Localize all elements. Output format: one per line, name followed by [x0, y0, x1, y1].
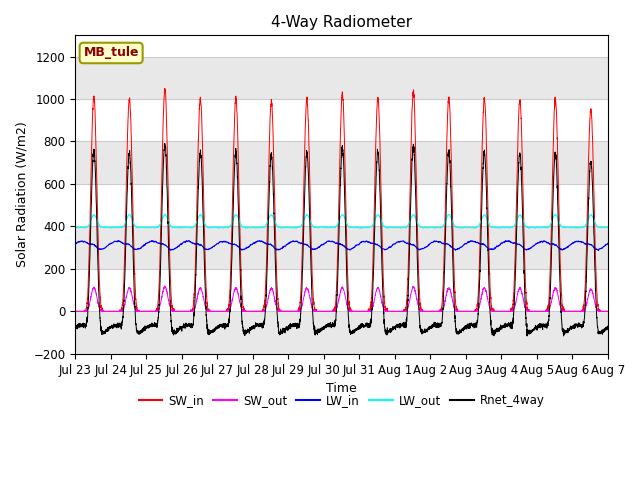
Bar: [76, 57, 608, 99]
Bar: [76, 142, 608, 184]
SW_out: [431, 309, 439, 314]
LW_in: [604, 241, 611, 247]
SW_in: [604, 309, 612, 314]
LW_out: [432, 225, 440, 231]
SW_in: [167, 293, 175, 299]
LW_in: [604, 240, 612, 246]
LW_in: [461, 241, 468, 247]
Rnet_4way: [461, 324, 468, 330]
Y-axis label: Solar Radiation (W/m2): Solar Radiation (W/m2): [15, 122, 28, 267]
SW_in: [161, 85, 168, 91]
SW_out: [161, 283, 168, 289]
SW_out: [604, 309, 611, 314]
SW_out: [322, 309, 330, 314]
LW_out: [161, 211, 169, 217]
Rnet_4way: [167, 318, 175, 324]
LW_out: [461, 225, 469, 230]
SW_in: [604, 309, 611, 314]
SW_in: [492, 309, 499, 314]
Rnet_4way: [492, 330, 499, 336]
SW_in: [461, 309, 468, 314]
SW_in: [431, 309, 439, 314]
Text: MB_tule: MB_tule: [83, 47, 139, 60]
SW_out: [72, 309, 79, 314]
LW_out: [167, 223, 175, 229]
Rnet_4way: [322, 323, 330, 329]
Rnet_4way: [161, 141, 168, 146]
Legend: SW_in, SW_out, LW_in, LW_out, Rnet_4way: SW_in, SW_out, LW_in, LW_out, Rnet_4way: [134, 389, 550, 411]
Line: SW_out: SW_out: [76, 286, 608, 312]
LW_out: [322, 225, 330, 230]
Line: SW_in: SW_in: [76, 88, 608, 312]
Title: 4-Way Radiometer: 4-Way Radiometer: [271, 15, 412, 30]
LW_in: [492, 245, 499, 251]
Bar: [76, 227, 608, 269]
Line: LW_in: LW_in: [76, 240, 608, 251]
SW_out: [167, 308, 175, 313]
SW_in: [322, 309, 330, 314]
LW_out: [492, 225, 499, 230]
Rnet_4way: [523, 333, 531, 339]
Rnet_4way: [431, 321, 439, 326]
Rnet_4way: [604, 323, 612, 329]
LW_out: [604, 225, 612, 230]
Rnet_4way: [72, 325, 79, 331]
LW_out: [384, 225, 392, 231]
LW_out: [72, 224, 79, 230]
Line: Rnet_4way: Rnet_4way: [76, 144, 608, 336]
LW_in: [72, 240, 79, 246]
Rnet_4way: [604, 325, 611, 331]
SW_out: [604, 309, 612, 314]
Bar: [76, 312, 608, 354]
SW_in: [72, 309, 79, 314]
X-axis label: Time: Time: [326, 382, 357, 395]
Line: LW_out: LW_out: [76, 214, 608, 228]
LW_out: [604, 225, 611, 230]
SW_out: [492, 309, 499, 314]
LW_in: [185, 238, 193, 243]
LW_in: [167, 247, 175, 252]
LW_in: [431, 239, 439, 244]
LW_in: [595, 248, 602, 253]
SW_out: [461, 309, 468, 314]
LW_in: [322, 240, 330, 246]
